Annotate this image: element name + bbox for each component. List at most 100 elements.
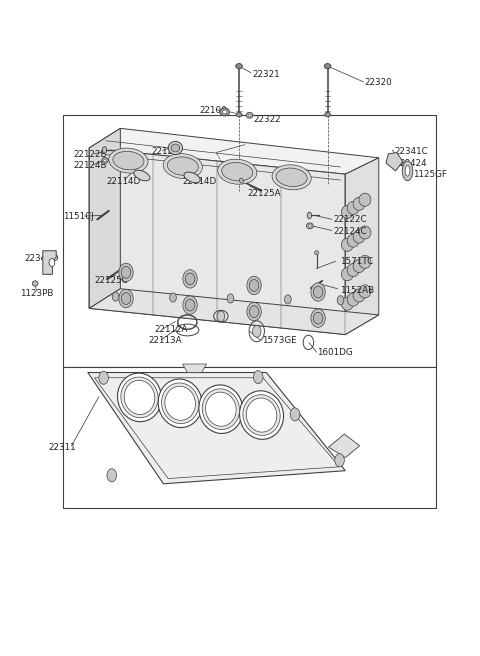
Ellipse shape [249, 279, 259, 291]
Text: 1151CJ: 1151CJ [63, 213, 94, 221]
Polygon shape [345, 158, 379, 335]
Text: 22311: 22311 [48, 443, 76, 451]
Ellipse shape [240, 391, 284, 440]
Ellipse shape [276, 168, 307, 186]
Ellipse shape [49, 258, 55, 266]
Circle shape [253, 371, 263, 384]
Text: 22124C: 22124C [333, 226, 367, 236]
Ellipse shape [324, 64, 331, 69]
Ellipse shape [158, 379, 202, 428]
Polygon shape [89, 129, 379, 174]
Ellipse shape [185, 273, 195, 285]
Ellipse shape [185, 299, 195, 311]
Text: 1571TC: 1571TC [339, 256, 373, 266]
Ellipse shape [162, 383, 199, 424]
Text: 22321: 22321 [252, 70, 279, 79]
Circle shape [227, 294, 234, 303]
Ellipse shape [102, 147, 107, 154]
Circle shape [337, 296, 344, 305]
Ellipse shape [171, 144, 180, 152]
Ellipse shape [183, 296, 197, 314]
Text: 1601DG: 1601DG [317, 348, 352, 358]
Ellipse shape [249, 306, 259, 318]
Text: 22114D: 22114D [106, 177, 140, 186]
Ellipse shape [246, 112, 253, 118]
Ellipse shape [168, 157, 198, 175]
Ellipse shape [121, 266, 131, 278]
Ellipse shape [236, 64, 242, 69]
Ellipse shape [359, 255, 371, 268]
Text: 1573GE: 1573GE [262, 336, 296, 345]
Text: 1125GF: 1125GF [413, 170, 447, 178]
Ellipse shape [168, 142, 182, 155]
Ellipse shape [121, 377, 158, 418]
Circle shape [290, 408, 300, 421]
Ellipse shape [341, 205, 353, 218]
Ellipse shape [119, 263, 133, 281]
Ellipse shape [311, 309, 325, 327]
Ellipse shape [222, 163, 253, 181]
Bar [63, 367, 436, 508]
Ellipse shape [307, 212, 312, 218]
Ellipse shape [315, 251, 319, 255]
Ellipse shape [163, 154, 203, 178]
Polygon shape [182, 364, 206, 373]
Text: 22122B: 22122B [73, 150, 107, 159]
Polygon shape [88, 373, 345, 483]
Ellipse shape [183, 270, 197, 288]
Ellipse shape [309, 224, 312, 227]
Ellipse shape [102, 157, 108, 163]
Ellipse shape [246, 398, 277, 432]
Circle shape [285, 295, 291, 304]
Ellipse shape [217, 159, 257, 184]
Ellipse shape [243, 395, 280, 436]
Circle shape [107, 469, 117, 482]
Ellipse shape [405, 166, 410, 176]
Ellipse shape [32, 281, 38, 286]
Text: 22100: 22100 [199, 106, 227, 115]
Circle shape [335, 454, 344, 467]
Polygon shape [328, 434, 360, 458]
Ellipse shape [313, 286, 323, 298]
Polygon shape [89, 289, 379, 335]
Ellipse shape [121, 293, 131, 304]
Ellipse shape [124, 380, 155, 415]
Ellipse shape [359, 285, 371, 298]
Ellipse shape [220, 108, 229, 116]
Ellipse shape [104, 159, 107, 162]
Ellipse shape [165, 386, 195, 420]
Text: 22124B: 22124B [73, 161, 107, 170]
Ellipse shape [199, 385, 243, 434]
Text: 22112A: 22112A [155, 325, 188, 334]
Ellipse shape [341, 297, 353, 310]
Ellipse shape [353, 260, 365, 272]
Polygon shape [43, 251, 56, 274]
Ellipse shape [359, 193, 371, 206]
Text: 22320: 22320 [364, 78, 392, 87]
Ellipse shape [324, 112, 330, 117]
Text: 1152AB: 1152AB [339, 285, 373, 295]
Ellipse shape [341, 238, 353, 251]
Polygon shape [386, 153, 403, 171]
Text: 22341D: 22341D [24, 254, 59, 263]
Circle shape [99, 371, 108, 384]
Ellipse shape [222, 110, 227, 114]
Ellipse shape [247, 302, 261, 321]
Ellipse shape [353, 197, 365, 211]
Ellipse shape [248, 114, 251, 117]
Circle shape [217, 311, 225, 321]
Ellipse shape [109, 148, 148, 173]
Ellipse shape [307, 223, 313, 229]
Text: 22113A: 22113A [148, 336, 182, 345]
Ellipse shape [113, 152, 144, 170]
Ellipse shape [402, 161, 413, 180]
Text: 22322: 22322 [253, 115, 281, 125]
Ellipse shape [247, 276, 261, 295]
Ellipse shape [240, 178, 243, 183]
Text: 22125A: 22125A [247, 189, 281, 197]
Ellipse shape [353, 289, 365, 302]
Text: 22122C: 22122C [333, 215, 367, 224]
Ellipse shape [347, 234, 359, 247]
Ellipse shape [118, 373, 161, 422]
Ellipse shape [184, 172, 200, 183]
